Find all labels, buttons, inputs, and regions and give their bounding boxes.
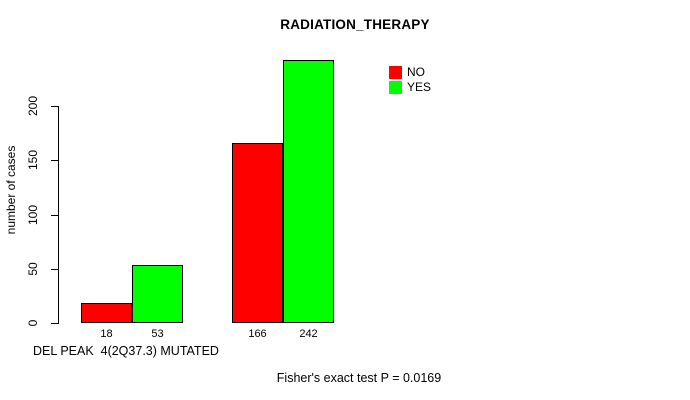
y-tick bbox=[51, 269, 58, 270]
legend-swatch-no bbox=[389, 66, 402, 79]
legend-item-no: NO bbox=[389, 66, 431, 79]
legend-label-yes: YES bbox=[407, 80, 432, 94]
bar-no-group-2 bbox=[232, 143, 283, 323]
legend-label-no: NO bbox=[407, 65, 425, 79]
bar-yes-group-2 bbox=[283, 60, 334, 323]
legend-item-yes: YES bbox=[389, 81, 431, 94]
y-axis-line bbox=[58, 106, 59, 324]
bar-yes-group-1 bbox=[132, 265, 183, 323]
legend: NO YES bbox=[389, 66, 431, 94]
bar-value-label: 166 bbox=[248, 328, 267, 340]
y-tick bbox=[51, 215, 58, 216]
bar-value-label: 53 bbox=[151, 328, 164, 340]
chart-title: RADIATION_THERAPY bbox=[280, 17, 430, 32]
y-tick-label: 50 bbox=[26, 262, 40, 276]
annotation-text: Fisher's exact test P = 0.0169 bbox=[276, 371, 442, 385]
y-tick-label: 150 bbox=[26, 149, 40, 171]
y-tick bbox=[51, 160, 58, 161]
x-axis-title: DEL PEAK 4(2Q37.3) MUTATED bbox=[33, 344, 219, 358]
y-tick-label: 200 bbox=[26, 95, 40, 117]
y-tick-label: 0 bbox=[26, 319, 40, 327]
y-axis-title: number of cases bbox=[4, 145, 18, 235]
bar-no-group-1 bbox=[81, 303, 132, 323]
y-tick bbox=[51, 323, 58, 324]
bar-value-label: 18 bbox=[100, 328, 113, 340]
y-tick-label: 100 bbox=[26, 204, 40, 226]
bar-value-label: 242 bbox=[299, 328, 318, 340]
legend-swatch-yes bbox=[389, 81, 402, 94]
y-tick bbox=[51, 106, 58, 107]
